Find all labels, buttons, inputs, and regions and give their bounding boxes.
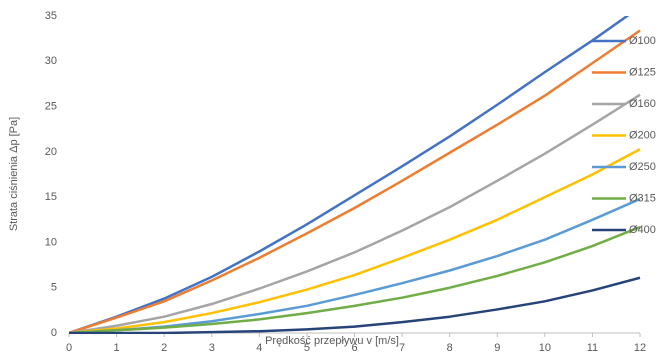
y-tick-label: 5 bbox=[51, 282, 57, 294]
legend-label: Ø250 bbox=[629, 161, 656, 173]
legend-label: Ø125 bbox=[629, 66, 656, 78]
x-axis-label: Prędkość przepływu v [m/s] bbox=[265, 335, 399, 347]
x-tick-label: 8 bbox=[447, 342, 453, 351]
series-line bbox=[69, 225, 641, 334]
x-tick-label: 4 bbox=[256, 342, 262, 351]
legend-label: Ø160 bbox=[629, 98, 656, 110]
legend-label: Ø315 bbox=[629, 192, 656, 204]
y-tick-label: 0 bbox=[51, 327, 57, 339]
plot-area bbox=[69, 16, 641, 334]
y-axis-label: Strata ciśnienia Δp [Pa] bbox=[8, 117, 20, 231]
x-tick-label: 1 bbox=[114, 342, 120, 351]
y-tick-label: 20 bbox=[45, 146, 57, 158]
x-tick-label: 2 bbox=[161, 342, 167, 351]
y-tick-label: 10 bbox=[45, 236, 57, 248]
x-tick-label: 10 bbox=[539, 342, 551, 351]
x-tick-label: 9 bbox=[494, 342, 500, 351]
y-tick-label: 35 bbox=[45, 10, 57, 22]
legend-label: Ø100 bbox=[629, 35, 656, 47]
x-tick-label: 5 bbox=[304, 342, 310, 351]
series-line bbox=[69, 29, 641, 334]
x-tick-label: 3 bbox=[209, 342, 215, 351]
series-line bbox=[69, 197, 641, 334]
series-line bbox=[69, 148, 641, 334]
series-line bbox=[69, 93, 641, 334]
x-tick-label: 11 bbox=[587, 342, 598, 351]
y-tick-label: 30 bbox=[45, 55, 57, 67]
x-tick-label: 0 bbox=[66, 342, 72, 351]
x-tick-label: 12 bbox=[634, 342, 646, 351]
y-tick-label: 25 bbox=[45, 100, 57, 112]
legend-label: Ø400 bbox=[629, 224, 656, 236]
x-tick-label: 6 bbox=[351, 342, 357, 351]
legend-label: Ø200 bbox=[629, 129, 656, 141]
y-tick-label: 15 bbox=[45, 191, 57, 203]
x-tick-label: 7 bbox=[399, 342, 405, 351]
series-line bbox=[69, 16, 630, 334]
series-line bbox=[69, 276, 641, 334]
